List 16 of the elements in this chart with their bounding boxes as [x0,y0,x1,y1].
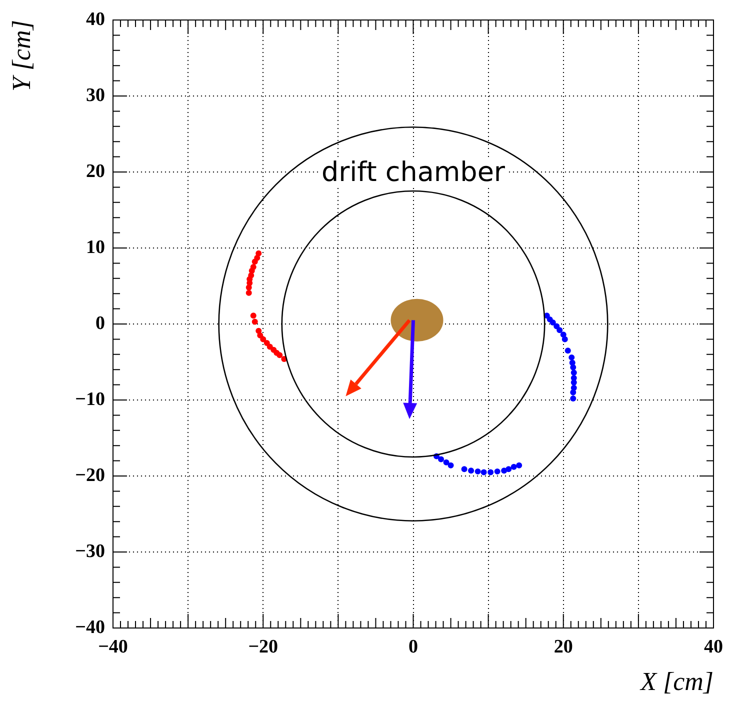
x-tick-label: 0 [408,636,418,658]
y-tick-label: −30 [75,540,105,562]
y-tick-label: −20 [75,464,105,486]
y-axis-title: Y [cm] [6,20,36,92]
annotation: drift chamber [321,157,506,188]
y-tick-label: 30 [86,84,105,106]
y-tick-label: 40 [86,8,105,30]
x-tick-label: 40 [704,636,723,658]
y-tick-label: −10 [75,388,105,410]
x-axis-title: X [cm] [640,666,714,696]
y-tick-label: 20 [86,160,105,182]
x-tick-label: 20 [554,636,573,658]
y-tick-label: 10 [86,236,105,258]
y-tick-label: −40 [75,616,105,638]
x-tick-label: −20 [248,636,278,658]
y-tick-label: 0 [96,312,105,334]
